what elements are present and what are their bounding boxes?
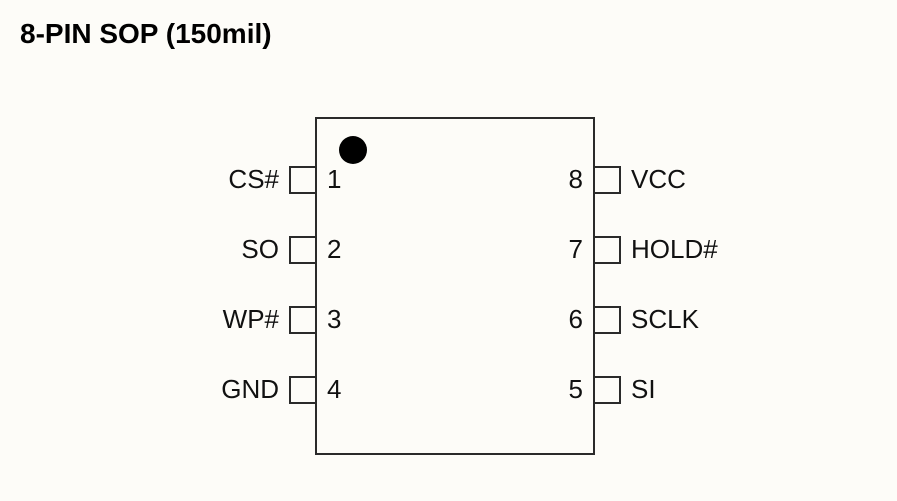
pin-6-number: 6 [569,304,583,335]
pin-3-label: WP# [223,304,279,335]
pin-6-label: SCLK [631,304,699,335]
pin-1-label: CS# [228,164,279,195]
pin-4-number: 4 [327,374,341,405]
pin-1-number: 1 [327,164,341,195]
pin-7-box [593,236,621,264]
pin-3-number: 3 [327,304,341,335]
pin-8-label: VCC [631,164,686,195]
pin-1-box [289,166,317,194]
pin-7-label: HOLD# [631,234,718,265]
pin-8-box [593,166,621,194]
chip-body [315,117,595,455]
pin-2-label: SO [241,234,279,265]
pin-2-number: 2 [327,234,341,265]
pin-3-box [289,306,317,334]
pin-2-box [289,236,317,264]
pin-6-box [593,306,621,334]
pin-5-label: SI [631,374,656,405]
pin-4-label: GND [221,374,279,405]
pin-8-number: 8 [569,164,583,195]
pin-5-box [593,376,621,404]
package-title: 8-PIN SOP (150mil) [20,18,272,50]
pin1-indicator-dot [339,136,367,164]
pin-5-number: 5 [569,374,583,405]
pin-7-number: 7 [569,234,583,265]
pin-4-box [289,376,317,404]
